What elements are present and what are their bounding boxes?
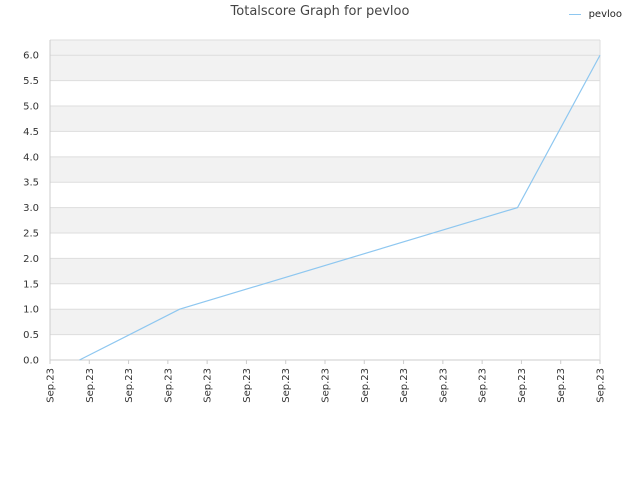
y-tick-label: 2.5 [23,229,39,240]
y-tick-label: 4.0 [23,152,39,163]
y-tick-label: 5.5 [23,76,39,87]
grid-band [50,40,600,56]
grid-band [50,55,600,81]
grid-band [50,156,600,183]
x-tick-label: Sep.23 [281,368,292,403]
x-tick-label: Sep.23 [517,368,528,403]
grid-band [50,258,600,284]
legend-swatch [568,14,581,15]
y-tick-label: 2.0 [23,254,39,265]
x-tick-label: Sep.23 [478,368,489,403]
x-tick-label: Sep.23 [242,368,253,403]
y-tick-label: 3.0 [23,203,39,214]
x-tick-label: Sep.23 [321,368,332,403]
legend-label: pevloo [588,9,622,20]
grid-band [50,106,600,132]
y-tick-label: 6.0 [23,51,39,62]
y-tick-label: 1.0 [23,305,39,316]
x-tick-label: Sep.23 [85,368,96,403]
x-tick-label: Sep.23 [124,368,135,403]
x-tick-label: Sep.23 [360,368,371,403]
x-tick-label: Sep.23 [438,368,449,403]
x-tick-label: Sep.23 [46,368,57,403]
y-tick-label: 5.0 [23,102,39,113]
legend[interactable]: pevloo [568,9,622,20]
y-tick-label: 0.0 [23,356,39,367]
x-tick-label: Sep.23 [596,368,607,403]
y-tick-label: 4.5 [23,127,39,138]
y-tick-label: 3.5 [23,178,39,189]
x-tick-label: Sep.23 [556,368,567,403]
y-tick-label: 1.5 [23,279,39,290]
chart-title: Totalscore Graph for pevloo [230,4,410,19]
x-tick-label: Sep.23 [399,368,410,403]
x-tick-label: Sep.23 [163,368,174,403]
plot-area [50,40,600,360]
y-tick-label: 0.5 [23,330,39,341]
grid-band [50,207,600,234]
x-tick-label: Sep.23 [203,368,214,403]
series-line-pevloo [79,54,601,361]
grid-band [50,309,600,335]
